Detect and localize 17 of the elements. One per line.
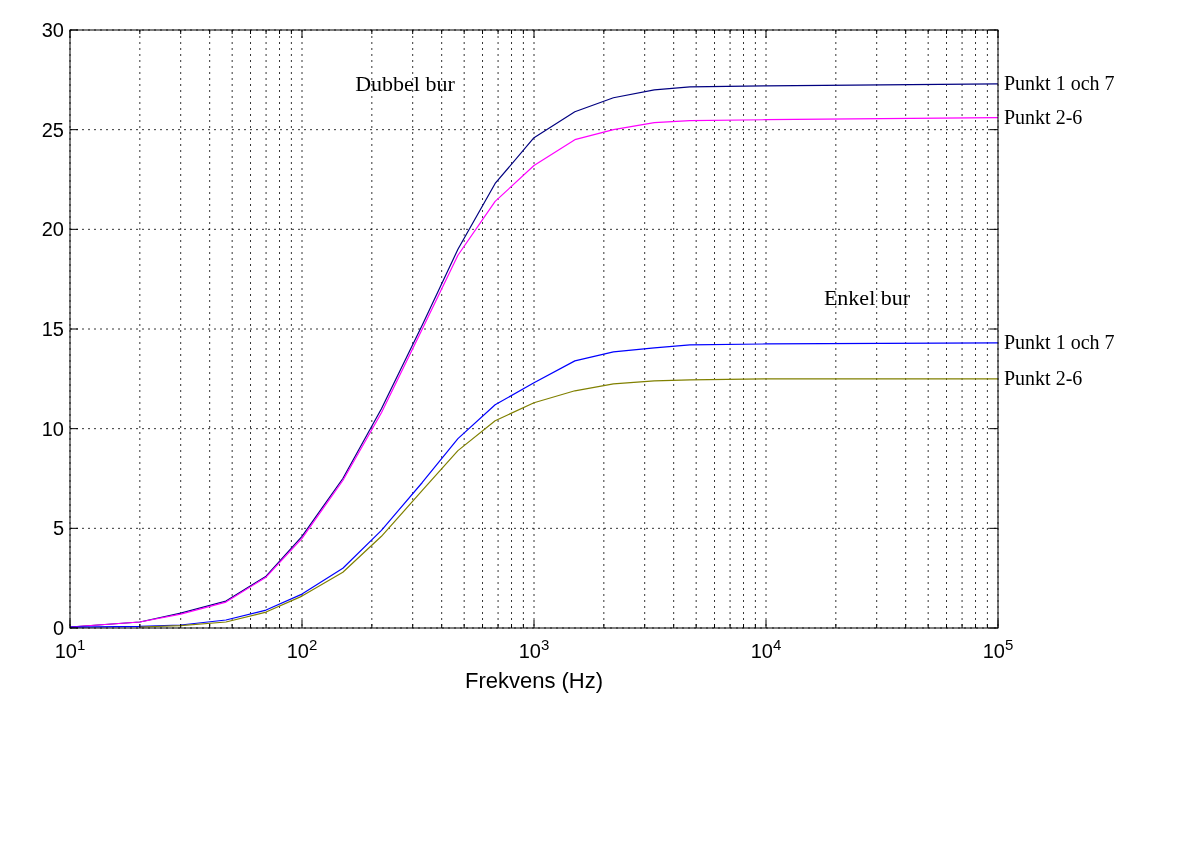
y-tick-label: 30 [41,19,64,41]
series-label: Punkt 1 och 7 [1004,330,1115,353]
x-tick-label: 10$^{5}$ [982,635,1014,662]
series-label: Punkt 1 och 7 [1004,71,1115,94]
x-axis-title: Frekvens (Hz) [464,668,604,693]
y-tick-label: 25 [41,118,64,141]
x-tick-label: 10$^{4}$ [750,635,782,662]
x-tick-label: 10$^{2}$ [286,635,318,662]
y-tick-label: 15 [41,318,64,340]
annotation: Enkel bur [823,285,911,310]
annotation: Dubbel bur [355,71,456,96]
y-tick-label: 5 [52,517,64,540]
y-tick-label: 20 [41,218,64,241]
series-label: Punkt 2-6 [1004,366,1083,389]
series-label: Punkt 2-6 [1004,105,1083,128]
y-tick-label: 10 [41,417,64,440]
x-tick-label: 10$^{3}$ [518,635,550,662]
